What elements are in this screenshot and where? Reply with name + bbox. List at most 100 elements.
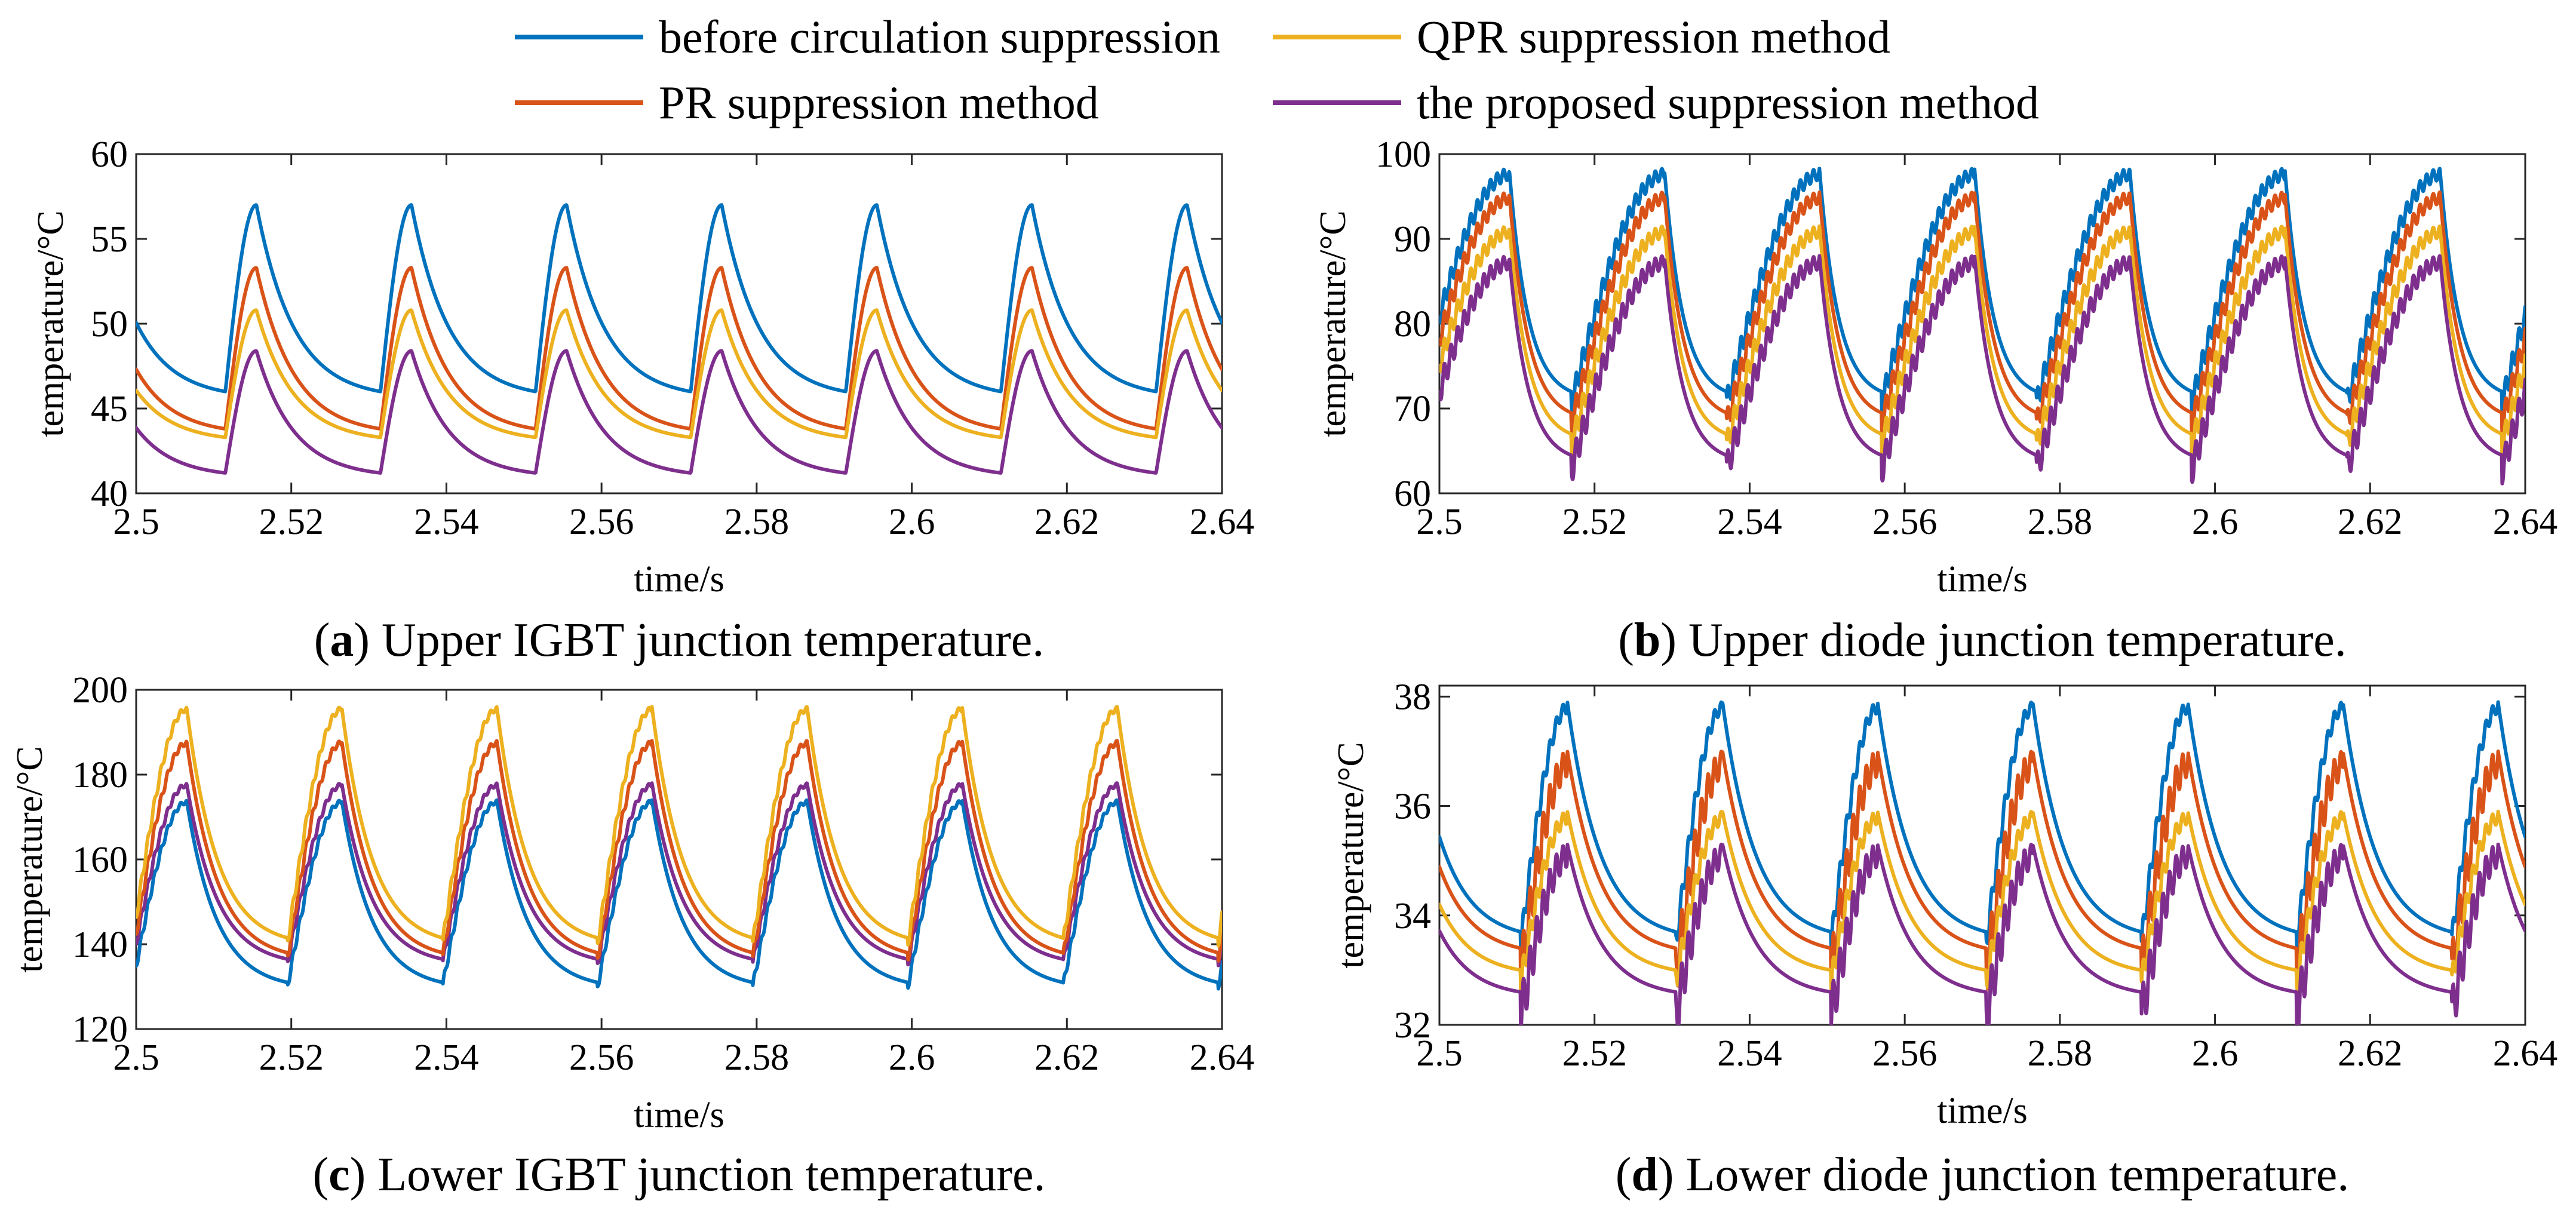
legend-label-proposed: the proposed suppression method xyxy=(1417,76,2039,128)
series-line-the-proposed-suppression-method xyxy=(136,781,1222,968)
caption-letter: b xyxy=(1634,614,1661,667)
series-line-pr-suppression-method xyxy=(136,739,1222,963)
x-axis-label: time/s xyxy=(634,1095,724,1135)
y-tick-label: 90 xyxy=(1394,219,1431,260)
panel-lower-diode: 2.5 2.52 2.54 2.56 2.58 2.6 2.62 2.64 32 34 36 38 t… xyxy=(1331,677,2557,1201)
y-axis-label: temperature/°C xyxy=(1331,742,1371,968)
x-tick-label: 2.5 xyxy=(113,502,159,542)
x-tick-label: 2.52 xyxy=(1562,1033,1627,1074)
series-line-qpr-suppression-method xyxy=(136,308,1222,440)
series-line-before-circulation-suppression xyxy=(136,203,1222,394)
x-tick-label: 2.64 xyxy=(2493,1033,2558,1074)
y-tick-label: 200 xyxy=(72,670,128,711)
y-axis-label: temperature/°C xyxy=(10,746,50,972)
y-tick-label: 38 xyxy=(1394,677,1431,717)
y-tick-label: 40 xyxy=(91,474,128,514)
y-tick-label: 70 xyxy=(1394,389,1431,429)
legend-label-pr: PR suppression method xyxy=(659,76,1099,128)
caption-text: Lower IGBT junction temperature. xyxy=(366,1148,1045,1201)
series-line-the-proposed-suppression-method xyxy=(1439,842,2525,1025)
series-line-before-circulation-suppression xyxy=(1439,167,2525,418)
y-axis-label: temperature/°C xyxy=(1313,210,1353,437)
x-tick-label: 2.6 xyxy=(2192,502,2239,542)
legend-entry-qpr: QPR suppression method xyxy=(1273,11,1890,63)
x-tick-label: 2.58 xyxy=(2028,502,2093,542)
legend-entry-proposed: the proposed suppression method xyxy=(1273,76,2039,128)
y-tick-label: 45 xyxy=(91,389,128,429)
legend-entry-before-circulation-suppression: before circulation suppression xyxy=(515,11,1220,63)
plot-area xyxy=(135,153,1223,495)
x-tick-label: 2.62 xyxy=(2338,502,2403,542)
x-axis-label: time/s xyxy=(634,559,724,600)
caption-letter: d xyxy=(1631,1148,1658,1201)
x-axis-label: time/s xyxy=(1937,1091,2028,1131)
x-tick-label: 2.5 xyxy=(113,1037,159,1078)
caption: (d) Lower diode junction temperature. xyxy=(1616,1148,2349,1201)
caption-letter: a xyxy=(330,614,354,667)
plot-area xyxy=(135,689,1223,1030)
y-tick-label: 160 xyxy=(72,840,128,880)
panel-upper-igbt: 2.5 2.52 2.54 2.56 2.58 2.6 2.62 2.64 40 45 50 55 60… xyxy=(30,134,1254,667)
x-tick-label: 2.62 xyxy=(1034,502,1100,542)
series-line-qpr-suppression-method xyxy=(136,705,1222,948)
x-tick-label: 2.56 xyxy=(569,1037,634,1078)
x-tick-label: 2.6 xyxy=(2192,1033,2239,1074)
x-tick-label: 2.58 xyxy=(2028,1033,2093,1074)
x-tick-label: 2.6 xyxy=(889,502,935,542)
y-tick-label: 60 xyxy=(1394,474,1431,514)
panel-upper-diode: 2.5 2.52 2.54 2.56 2.58 2.6 2.62 2.64 60 70 80 90 10… xyxy=(1313,134,2557,667)
legend: before circulation suppression QPR suppr… xyxy=(515,11,2039,128)
x-tick-label: 2.54 xyxy=(1717,502,1782,542)
caption-letter: c xyxy=(328,1148,350,1201)
y-tick-label: 55 xyxy=(91,219,128,260)
x-tick-label: 2.56 xyxy=(1872,1033,1938,1074)
series-line-the-proposed-suppression-method xyxy=(136,349,1222,475)
x-tick-label: 2.58 xyxy=(724,1037,790,1078)
legend-label-qpr: QPR suppression method xyxy=(1417,11,1890,63)
x-tick-label: 2.52 xyxy=(1562,502,1627,542)
y-tick-label: 60 xyxy=(91,134,128,175)
caption-text: Lower diode junction temperature. xyxy=(1674,1148,2350,1201)
legend-label-before: before circulation suppression xyxy=(659,11,1220,63)
x-axis-label: time/s xyxy=(1937,559,2028,600)
x-tick-label: 2.54 xyxy=(414,502,479,542)
x-tick-label: 2.5 xyxy=(1416,502,1463,542)
caption: (b) Upper diode junction temperature. xyxy=(1618,614,2347,667)
y-tick-label: 32 xyxy=(1394,1005,1431,1046)
y-tick-label: 50 xyxy=(91,304,128,345)
y-tick-label: 180 xyxy=(72,755,128,796)
y-axis-label: temperature/°C xyxy=(30,210,71,437)
series-line-the-proposed-suppression-method xyxy=(1439,254,2525,486)
x-tick-label: 2.52 xyxy=(259,1037,324,1078)
x-tick-label: 2.56 xyxy=(569,502,634,542)
caption-text: Upper IGBT junction temperature. xyxy=(370,614,1044,667)
y-tick-label: 140 xyxy=(72,925,128,965)
x-tick-label: 2.56 xyxy=(1872,502,1938,542)
series-line-qpr-suppression-method xyxy=(1439,224,2525,460)
series-line-before-circulation-suppression xyxy=(136,798,1222,991)
caption: (a) Upper IGBT junction temperature. xyxy=(314,614,1045,667)
series-line-before-circulation-suppression xyxy=(1439,700,2525,956)
x-tick-label: 2.62 xyxy=(1034,1037,1100,1078)
series-line-pr-suppression-method xyxy=(1439,749,2525,1000)
x-tick-label: 2.6 xyxy=(889,1037,935,1078)
y-tick-label: 34 xyxy=(1394,896,1431,936)
x-tick-label: 2.54 xyxy=(414,1037,479,1078)
y-tick-label: 80 xyxy=(1394,304,1431,345)
legend-entry-pr: PR suppression method xyxy=(515,76,1099,128)
x-tick-label: 2.62 xyxy=(2338,1033,2403,1074)
series-line-pr-suppression-method xyxy=(1439,190,2525,439)
x-tick-label: 2.58 xyxy=(724,502,790,542)
series-line-qpr-suppression-method xyxy=(1439,809,2525,997)
series-line-pr-suppression-method xyxy=(136,266,1222,431)
caption-text: Upper diode junction temperature. xyxy=(1677,614,2347,667)
x-tick-label: 2.64 xyxy=(1190,502,1255,542)
y-tick-label: 100 xyxy=(1375,134,1431,175)
x-tick-label: 2.5 xyxy=(1416,1033,1463,1074)
caption: (c) Lower IGBT junction temperature. xyxy=(313,1148,1046,1201)
y-tick-label: 36 xyxy=(1394,787,1431,827)
x-tick-label: 2.64 xyxy=(1190,1037,1255,1078)
panel-lower-igbt: 2.5 2.52 2.54 2.56 2.58 2.6 2.62 2.64 120 140 160 1… xyxy=(10,670,1254,1201)
y-tick-label: 120 xyxy=(72,1009,128,1050)
x-tick-label: 2.54 xyxy=(1717,1033,1782,1074)
